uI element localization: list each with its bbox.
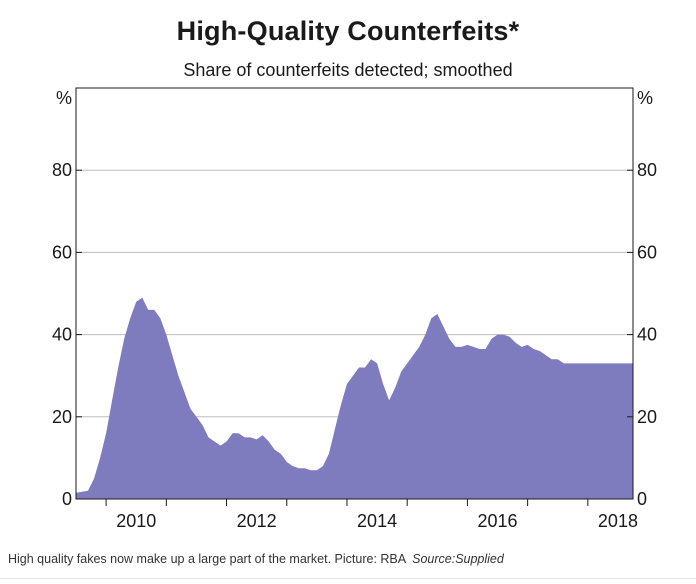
axis-labels: 0 0 20 20 40 40 60 60 80 80% % 2010 2012 2014 2016 2018 xyxy=(52,88,657,531)
figure-caption: High quality fakes now make up a large p… xyxy=(8,552,504,566)
chart-title: High-Quality Counterfeits* xyxy=(176,16,520,46)
caption-text: High quality fakes now make up a large p… xyxy=(8,552,407,566)
plot-frame xyxy=(75,87,634,500)
y-tick-right-20: 20 xyxy=(637,407,657,427)
y-tick-right-60: 60 xyxy=(637,242,657,262)
y-tick-left-80: 80 xyxy=(52,160,72,180)
x-tick-2016: 2016 xyxy=(477,511,517,531)
axis-ticks xyxy=(76,169,633,506)
y-tick-left-60: 60 xyxy=(52,242,72,262)
x-tick-2018: 2018 xyxy=(598,511,638,531)
y-tick-left-40: 40 xyxy=(52,325,72,345)
x-tick-2010: 2010 xyxy=(116,511,156,531)
caption-source: Source:Supplied xyxy=(412,552,504,566)
caption-divider xyxy=(0,578,696,579)
y-tick-left-0: 0 xyxy=(62,489,72,509)
chart-subtitle: Share of counterfeits detected; smoothed xyxy=(183,60,513,80)
y-tick-right-40: 40 xyxy=(637,325,657,345)
series-area xyxy=(76,297,633,499)
area-chart: 0 0 20 20 40 40 60 60 80 80% % 2010 2012 2014 2016 2018 xyxy=(52,87,657,531)
x-tick-2012: 2012 xyxy=(237,511,277,531)
y-tick-left-20: 20 xyxy=(52,407,72,427)
y-unit-left: % xyxy=(56,88,72,108)
y-tick-right-0: 0 xyxy=(637,489,647,509)
y-unit-right: % xyxy=(637,88,653,108)
x-tick-2014: 2014 xyxy=(357,511,397,531)
y-tick-right-80: 80 xyxy=(637,160,657,180)
